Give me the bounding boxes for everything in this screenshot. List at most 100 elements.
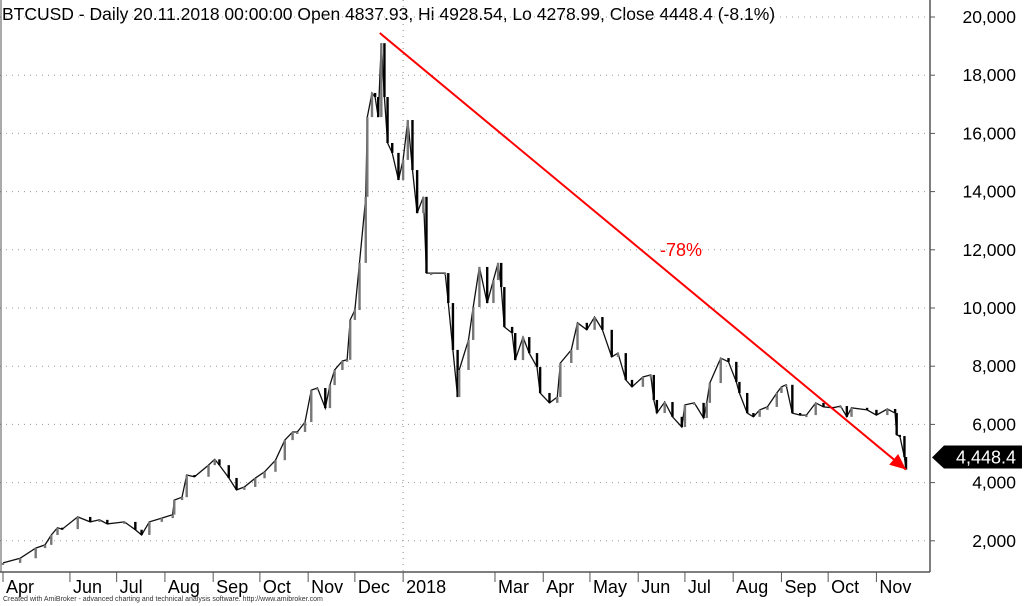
candle <box>585 322 589 330</box>
candle <box>652 374 655 400</box>
x-tick-label: Jun <box>641 577 670 597</box>
y-tick-label: 10,000 <box>962 298 1016 318</box>
y-tick-label: 4,000 <box>972 473 1016 493</box>
candle <box>478 266 481 308</box>
x-tick-label: Oct <box>263 577 291 597</box>
candle <box>624 353 627 380</box>
candle <box>705 402 708 418</box>
candle <box>422 196 425 214</box>
candle <box>822 402 825 407</box>
candle <box>235 477 238 490</box>
x-tick-label: 2018 <box>406 577 446 597</box>
candle <box>500 262 503 288</box>
candle <box>503 287 506 327</box>
candle <box>291 431 294 441</box>
candle <box>875 409 878 416</box>
candle <box>180 497 184 501</box>
candle <box>328 385 332 409</box>
candle <box>123 521 126 524</box>
candle <box>429 273 433 276</box>
x-tick-label: Sep <box>216 577 248 597</box>
price-series <box>1 43 908 565</box>
candle <box>296 431 299 434</box>
close-line <box>2 43 907 564</box>
candle <box>775 392 778 407</box>
candle <box>865 407 869 410</box>
candle <box>680 416 684 428</box>
y-tick-label: 16,000 <box>962 123 1016 143</box>
candle <box>364 196 367 263</box>
candle <box>850 407 853 417</box>
candle <box>708 383 712 403</box>
candle <box>745 392 749 414</box>
candle <box>798 413 802 416</box>
candle <box>556 397 559 403</box>
candle <box>140 529 143 535</box>
candle <box>377 97 380 118</box>
candle <box>904 456 908 470</box>
candle <box>893 408 897 414</box>
candle <box>839 406 842 409</box>
candle <box>274 460 277 472</box>
candle <box>227 465 230 478</box>
x-tick-label: Nov <box>311 577 343 597</box>
y-tick-label: 8,000 <box>972 356 1016 376</box>
candle <box>576 322 579 350</box>
candle <box>447 273 450 304</box>
candle <box>492 280 495 304</box>
candle <box>148 521 151 535</box>
y-axis: 2,000 4,000 6,000 8,000 10,000 12,000 14,000 16… <box>929 0 1016 572</box>
candle <box>160 518 164 522</box>
candle <box>655 399 659 414</box>
candle <box>601 317 604 330</box>
last-price-label: 4,448.4 <box>956 448 1016 468</box>
credit-text: Created with AmiBroker - advanced charti… <box>3 596 323 603</box>
candle <box>903 436 906 457</box>
candle <box>738 381 741 393</box>
candle <box>283 440 286 461</box>
candle <box>780 386 783 393</box>
candle <box>845 406 849 417</box>
candle <box>791 384 794 414</box>
candle <box>895 413 898 435</box>
candle <box>671 401 674 417</box>
candle <box>425 196 428 274</box>
candle <box>898 434 901 437</box>
x-tick-label: Sep <box>784 577 816 597</box>
candle <box>366 117 369 197</box>
candle <box>213 459 216 466</box>
candle <box>411 120 414 171</box>
candle <box>391 143 394 153</box>
candle <box>485 266 489 304</box>
candle <box>528 337 531 354</box>
y-tick-label: 6,000 <box>972 414 1016 434</box>
candle <box>401 159 405 180</box>
gridlines <box>0 0 930 572</box>
candle <box>218 459 221 466</box>
candle <box>456 349 459 398</box>
candle <box>752 413 755 417</box>
trend-annotation: -78% <box>379 32 907 471</box>
candle <box>380 43 383 118</box>
y-tick-label: 2,000 <box>972 531 1016 551</box>
trend-line <box>379 32 907 471</box>
candle <box>538 367 542 393</box>
candle <box>443 273 447 276</box>
x-tick-label: Aug <box>168 577 200 597</box>
candle <box>341 360 344 370</box>
x-tick-label: Dec <box>358 577 390 597</box>
candle <box>451 303 455 350</box>
percent-change-label: -78% <box>660 240 702 260</box>
x-tick-label: Aug <box>736 577 768 597</box>
candle <box>353 310 357 320</box>
last-price-marker: 4,448.4 <box>932 445 1022 469</box>
candle <box>719 358 722 384</box>
candle <box>406 120 409 160</box>
candle <box>383 43 386 98</box>
candle <box>185 475 188 498</box>
candle <box>735 361 738 382</box>
candle <box>471 307 475 341</box>
candle <box>345 359 349 362</box>
y-tick-label: 18,000 <box>962 65 1016 85</box>
candle <box>593 317 596 330</box>
